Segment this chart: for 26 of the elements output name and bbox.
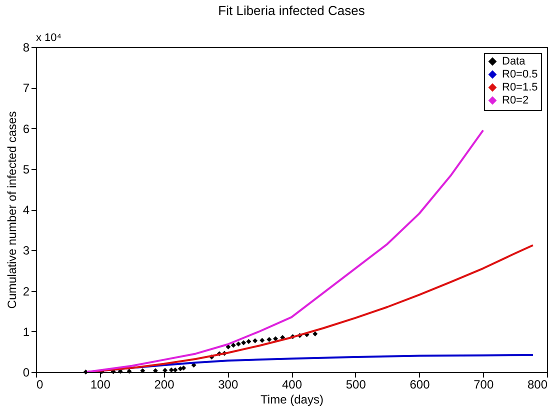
y-tick-label: 8 xyxy=(22,40,30,54)
legend-label: R0=0.5 xyxy=(502,68,538,80)
x-tick-label: 800 xyxy=(527,378,548,392)
y-axis-title: Cumulative number of infected cases xyxy=(4,111,19,309)
text: x 10⁴ xyxy=(36,32,62,44)
y-tick-label: 7 xyxy=(22,81,30,96)
x-tick-label: 0 xyxy=(36,378,44,392)
legend-label: R0=1.5 xyxy=(502,82,538,94)
y-tick-label: 2 xyxy=(22,284,30,298)
x-tick-label: 700 xyxy=(474,378,494,392)
x-tick-label: 500 xyxy=(346,378,366,392)
y-tick-label: 6 xyxy=(22,122,30,136)
x-axis-title: Time (days) xyxy=(260,392,324,406)
x-tick-label: 200 xyxy=(154,378,175,392)
legend-label: R0=2 xyxy=(502,94,529,106)
chart-title: Fit Liberia infected Cases xyxy=(218,3,366,18)
x-tick-label: 600 xyxy=(410,378,430,392)
x-tick-label: 100 xyxy=(90,378,111,392)
x-tick-label: 300 xyxy=(218,378,238,392)
y-tick-label: 4 xyxy=(22,203,30,217)
x-tick-label: 400 xyxy=(282,378,302,392)
y-tick-label: 1 xyxy=(22,324,30,339)
y-tick-label: 0 xyxy=(22,366,30,380)
y-tick-label: 5 xyxy=(22,162,30,176)
legend-label: Data xyxy=(502,56,526,68)
y-tick-label: 3 xyxy=(22,244,30,258)
